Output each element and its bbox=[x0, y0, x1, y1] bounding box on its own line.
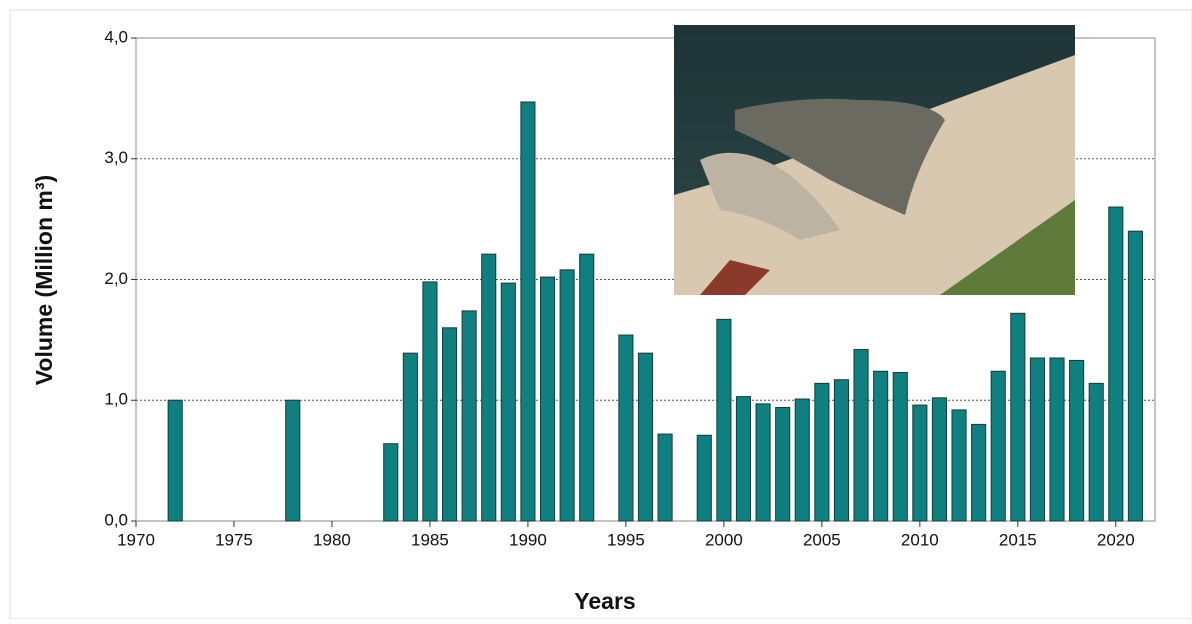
bar bbox=[402, 352, 418, 522]
bar bbox=[833, 379, 850, 522]
bar bbox=[892, 371, 908, 522]
x-tick-label: 1975 bbox=[215, 530, 253, 549]
x-tick-label: 2010 bbox=[901, 530, 939, 549]
bar bbox=[422, 281, 438, 522]
y-tick-label: 0,0 bbox=[104, 510, 128, 529]
bar bbox=[1108, 206, 1124, 522]
bar bbox=[285, 399, 301, 522]
bar bbox=[814, 382, 830, 522]
bar bbox=[912, 404, 928, 522]
x-tick-label: 1995 bbox=[607, 530, 645, 549]
bar bbox=[794, 398, 810, 522]
bar bbox=[559, 269, 575, 522]
x-tick-label: 1990 bbox=[509, 530, 547, 549]
bar bbox=[1069, 359, 1085, 522]
bar bbox=[1088, 382, 1104, 522]
bar bbox=[657, 433, 673, 522]
bar bbox=[637, 352, 654, 522]
bar bbox=[716, 318, 732, 522]
y-axis-label: Volume (Million m³) bbox=[31, 175, 57, 385]
x-tick-label: 2015 bbox=[999, 530, 1037, 549]
bar bbox=[971, 423, 987, 522]
bar bbox=[539, 276, 556, 522]
bar bbox=[1029, 357, 1045, 522]
bar bbox=[990, 370, 1006, 522]
bar bbox=[775, 406, 791, 522]
bar bbox=[853, 349, 869, 522]
bar bbox=[735, 396, 752, 522]
bar bbox=[1010, 312, 1026, 522]
bar bbox=[1127, 230, 1143, 522]
bar bbox=[755, 403, 771, 522]
bar bbox=[167, 399, 183, 522]
bar bbox=[1049, 357, 1065, 522]
bar bbox=[441, 327, 458, 522]
bar bbox=[951, 409, 967, 522]
x-tick-label: 2020 bbox=[1097, 530, 1135, 549]
y-tick-label: 4,0 bbox=[104, 27, 128, 46]
x-tick-label: 1970 bbox=[117, 530, 155, 549]
y-tick-label: 2,0 bbox=[104, 269, 128, 288]
bar bbox=[618, 334, 634, 522]
bar bbox=[696, 434, 712, 522]
x-tick-label: 2005 bbox=[803, 530, 841, 549]
bar bbox=[461, 310, 477, 522]
bar bbox=[873, 370, 889, 522]
inset-photo bbox=[674, 25, 1075, 295]
y-tick-label: 1,0 bbox=[104, 390, 128, 409]
bar bbox=[931, 397, 947, 522]
x-tick-label: 1980 bbox=[313, 530, 351, 549]
bar bbox=[500, 282, 516, 522]
x-tick-label: 1985 bbox=[411, 530, 449, 549]
bar bbox=[520, 101, 536, 522]
bar bbox=[481, 253, 497, 522]
bar bbox=[383, 443, 399, 522]
x-tick-label: 2000 bbox=[705, 530, 743, 549]
bar bbox=[579, 253, 595, 522]
y-tick-label: 3,0 bbox=[104, 148, 128, 167]
x-axis-label: Years bbox=[574, 588, 635, 614]
